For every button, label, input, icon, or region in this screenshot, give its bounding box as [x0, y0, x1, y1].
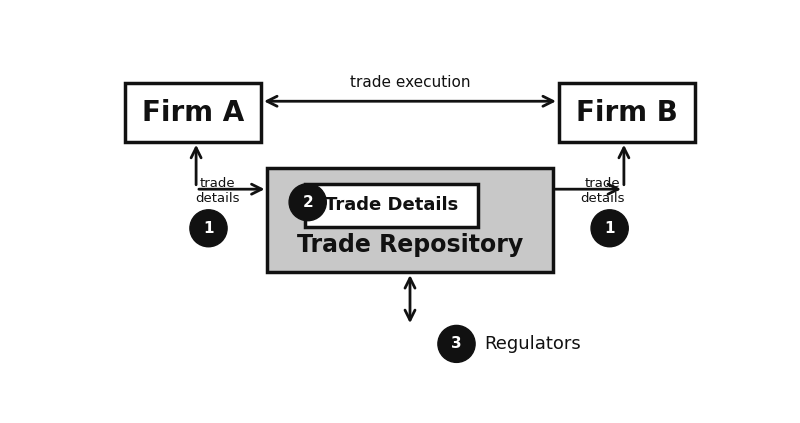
FancyBboxPatch shape [558, 83, 695, 142]
Text: 1: 1 [203, 221, 214, 236]
FancyBboxPatch shape [267, 168, 553, 272]
Text: 1: 1 [604, 221, 615, 236]
Text: trade execution: trade execution [350, 75, 470, 90]
Ellipse shape [591, 210, 628, 247]
FancyBboxPatch shape [125, 83, 262, 142]
FancyBboxPatch shape [305, 184, 478, 227]
Text: Trade Details: Trade Details [325, 196, 458, 214]
Text: Firm B: Firm B [576, 99, 678, 126]
Ellipse shape [190, 210, 227, 247]
Text: 3: 3 [451, 336, 462, 352]
Ellipse shape [438, 325, 475, 363]
Text: trade
details: trade details [580, 177, 625, 205]
Text: Trade Repository: Trade Repository [297, 233, 523, 257]
Ellipse shape [289, 184, 326, 221]
Text: Firm A: Firm A [142, 99, 244, 126]
Text: Regulators: Regulators [485, 335, 581, 353]
Text: trade
details: trade details [195, 177, 240, 205]
Text: 2: 2 [302, 195, 313, 210]
